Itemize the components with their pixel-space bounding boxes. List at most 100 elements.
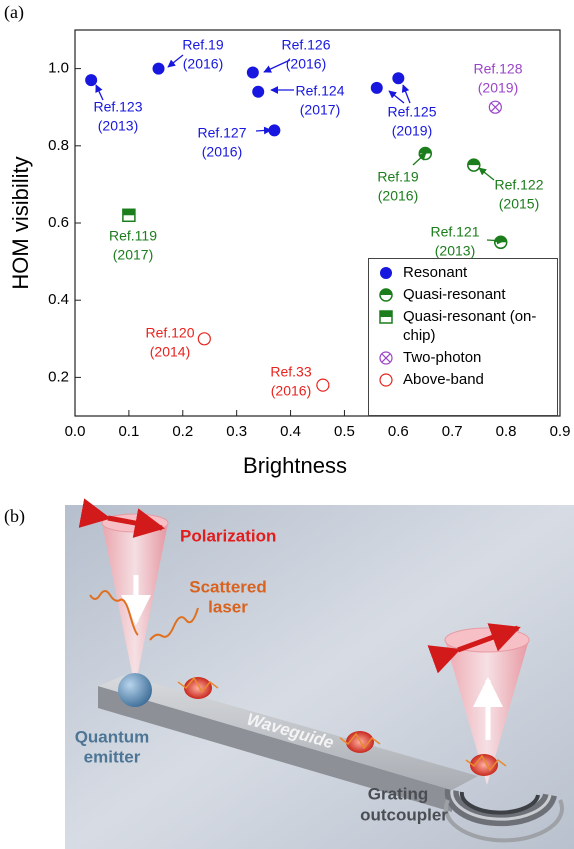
data-point [316,378,330,392]
data-point [197,332,211,346]
annotation-arrow [412,152,427,166]
marker-part [85,74,98,87]
annotation: (2013) [435,243,475,259]
x-tick-label: 0.0 [65,423,86,440]
marker-part [380,311,392,317]
legend: Resonant Quasi-resonant Quasi-resonant (on… [368,258,558,416]
annotation: (2016) [378,188,418,204]
scattered-laser-label: laser [208,597,248,616]
legend-marker [379,288,393,302]
marker-part [490,102,500,112]
annotation: (2013) [98,118,138,134]
annotation-arrow [401,84,411,104]
annotation-arrow [486,236,505,245]
marker-part [370,81,383,94]
packet-wave [177,676,507,772]
marker-part [488,100,502,114]
x-axis-title: Brightness [243,453,347,478]
legend-entry: Resonant [375,263,553,282]
data-point [488,100,502,114]
marker-part [380,267,392,279]
scattered-laser-label: Scattered [189,577,266,596]
legend-marker [379,373,393,387]
grating [444,788,564,843]
diagram: (b) Polarization Scattered laser Quantum… [4,498,574,849]
photon-packet [184,677,212,699]
annotation-arrow [255,126,272,135]
legend-entry: Two-photon [375,348,553,367]
annotation: Ref.124 [295,83,344,99]
data-point [85,74,98,87]
data-point [246,66,259,79]
annotation: Ref.128 [473,61,522,77]
waveguide-side [98,686,452,812]
waveguide-top [98,675,478,790]
marker-part [379,351,393,365]
data-point [467,158,481,172]
grating-label: Grating [368,784,428,803]
y-tick-label: 0.4 [48,291,69,308]
annotation: (2019) [478,80,518,96]
marker-part [316,378,330,392]
legend-label: Quasi-resonant [403,286,506,303]
annotation: Ref.126 [281,37,330,53]
marker-part [380,289,392,295]
x-tick-label: 0.6 [388,423,409,440]
annotation: Ref.33 [270,364,311,380]
marker-part [419,147,432,154]
quantum-emitter [118,673,152,707]
legend-label: Two-photon [403,349,482,366]
annotation: Ref.119 [109,228,157,244]
marker-part [246,66,259,79]
x-tick-label: 0.8 [496,423,517,440]
annotation-arrow [95,84,104,101]
legend-label: Above-band [403,371,484,388]
annotation: (2015) [499,196,539,212]
marker-part [152,62,165,75]
annotation: Ref.123 [93,99,142,115]
annotation: Ref.120 [145,325,194,341]
annotation: (2019) [392,123,432,139]
legend-marker [380,267,392,279]
data-point [122,208,136,223]
plot: 0.0 0.1 0.2 0.3 0.4 0.5 0.6 0.7 0.8 0.9 0.2 0.4 0.6 0… [48,37,570,440]
annotation: Ref.122 [494,177,543,193]
annotation-arrow [167,54,184,68]
annotation: Ref.19 [182,37,223,53]
annotation: (2016) [286,56,326,72]
annotation: (2017) [300,102,340,118]
y-tick-label: 0.8 [48,137,69,154]
annotation: (2016) [271,383,311,399]
marker-part [252,85,265,98]
grating-label: outcoupler [360,805,448,824]
y-tick-label: 0.6 [48,214,69,231]
data-point [493,235,508,250]
panel-label: (b) [4,506,25,527]
x-tick-label: 0.4 [280,423,301,440]
marker-part [122,209,135,216]
data-point [252,85,265,98]
legend-marker [379,351,393,365]
photon-packet [470,754,498,776]
legend-entry: Quasi-resonant (on-chip) [375,307,553,345]
annotation: Ref.125 [387,104,436,120]
data-point [370,81,383,94]
annotation: (2014) [150,344,190,360]
legend-entry: Quasi-resonant [375,285,553,304]
x-tick-label: 0.1 [118,423,139,440]
annotation-arrow [478,167,495,181]
annotation: Ref.127 [197,125,246,141]
x-tick-label: 0.3 [226,423,247,440]
data-point [392,72,405,85]
legend-marker [379,310,393,324]
polarization-arrow [427,623,521,674]
legend-label: Quasi-resonant (on-chip) [403,308,537,344]
scattered-wave [89,590,139,636]
y-tick-label: 1.0 [48,60,69,77]
legend-entry: Above-band [375,370,553,389]
marker-part [381,353,391,363]
polarization-label: Polarization [180,526,276,545]
x-tick-label: 0.5 [334,423,355,440]
